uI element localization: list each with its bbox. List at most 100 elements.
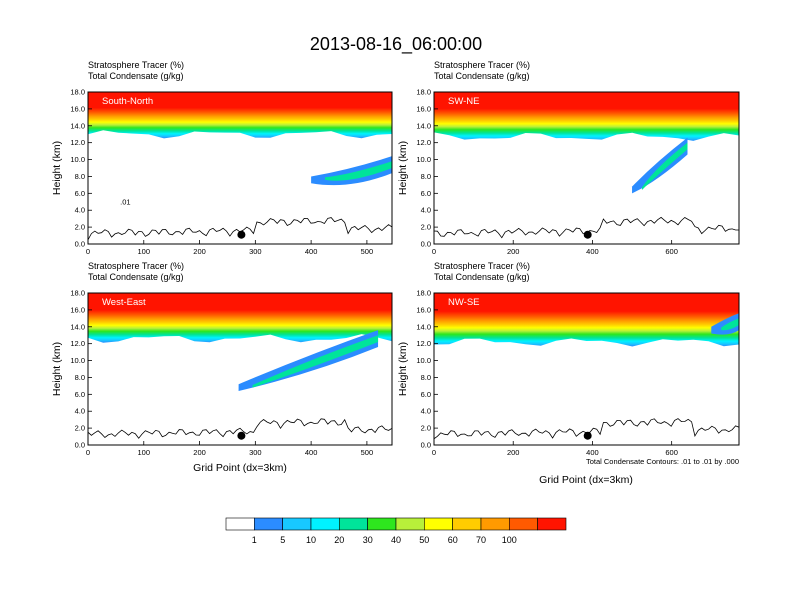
stratosphere-tracer-field [434,293,739,347]
x-tick-label: 0 [86,247,90,256]
panel-west-east: West-East Stratosphere Tracer (%)Total Co… [51,261,393,457]
x-tick-label: 400 [305,247,318,256]
colorbar-swatch [338,517,368,531]
colorbar-label: 10 [306,535,316,545]
panel-header-condensate: Total Condensate (g/kg) [88,272,184,282]
x-tick-label: 200 [507,448,520,457]
y-tick-label: 16.0 [416,305,431,314]
plot-frame [87,292,393,446]
y-tick-label: 12.0 [70,138,85,147]
x-tick-label: 300 [249,448,262,457]
y-axis-label: Height (km) [51,342,63,396]
y-tick-label: 10.0 [416,155,431,164]
terrain-line [88,418,392,439]
panel-header-condensate: Total Condensate (g/kg) [434,272,530,282]
y-tick-label: 16.0 [70,104,85,113]
y-tick-label: 12.0 [416,138,431,147]
stratosphere-tracer-field [434,92,739,141]
y-tick-label: 10.0 [70,155,85,164]
tracer-tongue-outer [238,330,379,391]
colorbar-swatch [282,517,312,531]
y-tick-label: 12.0 [70,339,85,348]
colorbar-label: 5 [280,535,285,545]
panel-header-tracer: Stratosphere Tracer (%) [434,60,530,70]
x-tick-label: 0 [432,247,436,256]
y-tick-label: 6.0 [75,390,85,399]
plot-frame [433,91,740,245]
tracer-tongue-outer [632,137,688,194]
x-tick-label: 200 [193,247,206,256]
panel-sw-ne: SW-NE Stratosphere Tracer (%)Total Conden… [397,60,740,256]
y-tick-label: 14.0 [416,322,431,331]
x-tick-label: 100 [138,448,151,457]
y-axis-label: Height (km) [51,141,63,195]
x-tick-label: 400 [586,247,599,256]
x-tick-label: 100 [138,247,151,256]
y-tick-label: 8.0 [421,373,431,382]
x-tick-label: 600 [665,448,678,457]
contour-note: Total Condensate Contours: .01 to .01 by… [586,457,739,466]
y-tick-label: 12.0 [416,339,431,348]
colorbar-label: 100 [502,535,517,545]
y-tick-label: 2.0 [421,424,431,433]
x-tick-label: 500 [361,247,374,256]
panel-header-condensate: Total Condensate (g/kg) [434,71,530,81]
y-tick-label: 0.0 [75,441,85,450]
y-tick-label: 18.0 [416,289,431,298]
x-tick-label: 200 [193,448,206,457]
y-tick-label: 2.0 [421,223,431,232]
y-tick-label: 4.0 [75,206,85,215]
y-tick-label: 14.0 [416,121,431,130]
x-tick-label: 600 [665,247,678,256]
colorbar-swatch [225,517,255,531]
x-tick-label: 200 [507,247,520,256]
colorbar-swatch [508,517,538,531]
colorbar-swatch [423,517,453,531]
plot-frame [433,292,740,446]
panel-header-tracer: Stratosphere Tracer (%) [434,261,530,271]
colorbar-label: 1 [252,535,257,545]
colorbar-swatch [537,517,567,531]
plot-frame [87,91,393,245]
y-tick-label: 16.0 [70,305,85,314]
tracer-tongue-inner [641,142,688,190]
y-tick-label: 18.0 [70,88,85,97]
site-marker [583,431,592,440]
y-tick-label: 14.0 [70,121,85,130]
y-tick-label: 10.0 [70,356,85,365]
y-tick-label: 8.0 [421,172,431,181]
tracer-tongue-inner [325,161,392,181]
y-tick-label: 6.0 [421,189,431,198]
y-axis-label: Height (km) [397,141,409,195]
colorbar-label: 60 [448,535,458,545]
site-marker [237,431,246,440]
y-tick-label: 0.0 [421,240,431,249]
colorbar-swatch [480,517,510,531]
colorbar-swatch [254,517,283,531]
panel-header-condensate: Total Condensate (g/kg) [88,71,184,81]
x-tick-label: 500 [361,448,374,457]
y-tick-label: 2.0 [75,424,85,433]
panel-name: NW-SE [448,297,480,308]
y-tick-label: 2.0 [75,223,85,232]
panel-header-tracer: Stratosphere Tracer (%) [88,261,184,271]
y-tick-label: 8.0 [75,373,85,382]
colorbar-swatch [367,517,397,531]
panel-name: West-East [102,297,146,308]
panel-name: South-North [102,96,153,107]
y-tick-label: 10.0 [416,356,431,365]
y-tick-label: 4.0 [75,407,85,416]
x-tick-label: 0 [432,448,436,457]
y-tick-label: 16.0 [416,104,431,113]
chart-title: 2013-08-16_06:00:00 [310,34,482,55]
colorbar-label: 70 [476,535,486,545]
colorbar: 1 5 10 20 30 40 50 60 70 100 [225,517,567,545]
y-tick-label: 18.0 [70,289,85,298]
x-tick-label: 300 [249,247,262,256]
panel-header-tracer: Stratosphere Tracer (%) [88,60,184,70]
y-axis-label: Height (km) [397,342,409,396]
x-axis-label-left: Grid Point (dx=3km) [193,462,287,474]
y-tick-label: 4.0 [421,407,431,416]
colorbar-label: 40 [391,535,401,545]
